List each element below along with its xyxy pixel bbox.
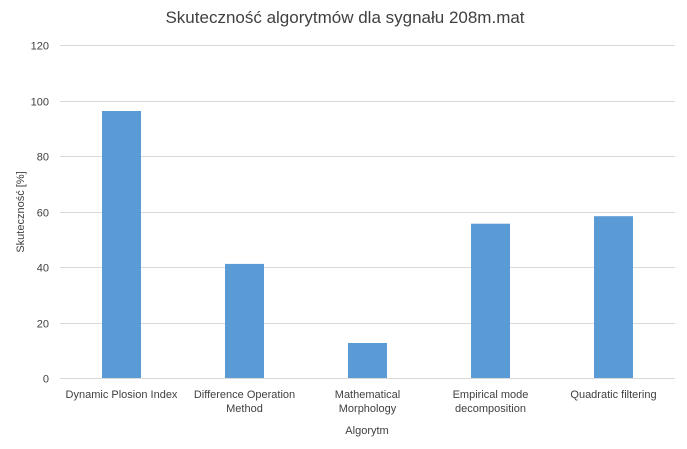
y-tick-label: 60 bbox=[37, 208, 49, 220]
x-category-label: Empirical mode decomposition bbox=[453, 389, 529, 415]
x-category-label: Mathematical Morphology bbox=[335, 389, 400, 415]
bar bbox=[594, 216, 633, 378]
y-tick-label: 120 bbox=[31, 41, 49, 53]
x-category-label: Dynamic Plosion Index bbox=[66, 389, 178, 401]
bar bbox=[102, 111, 141, 378]
gridlines bbox=[60, 45, 675, 379]
y-tick-label: 40 bbox=[37, 263, 49, 275]
x-category-label: Quadratic filtering bbox=[570, 389, 656, 401]
x-axis-title: Algorytm bbox=[345, 425, 388, 437]
bar bbox=[471, 223, 510, 378]
x-axis-category-labels: Dynamic Plosion Index Difference Operatio… bbox=[66, 389, 657, 415]
y-tick-label: 100 bbox=[31, 97, 49, 109]
bar bbox=[225, 263, 264, 378]
y-axis-tick-labels: 0 20 40 60 80 100 120 bbox=[31, 41, 49, 386]
y-axis-title: Skuteczność [%] bbox=[15, 171, 27, 252]
y-tick-label: 80 bbox=[37, 152, 49, 164]
bar bbox=[348, 343, 387, 378]
chart-title: Skuteczność algorytmów dla sygnału 208m.… bbox=[165, 8, 524, 27]
y-tick-label: 0 bbox=[43, 374, 49, 386]
y-tick-label: 20 bbox=[37, 319, 49, 331]
x-category-label: Difference Operation Method bbox=[194, 389, 295, 415]
bars bbox=[102, 111, 633, 378]
